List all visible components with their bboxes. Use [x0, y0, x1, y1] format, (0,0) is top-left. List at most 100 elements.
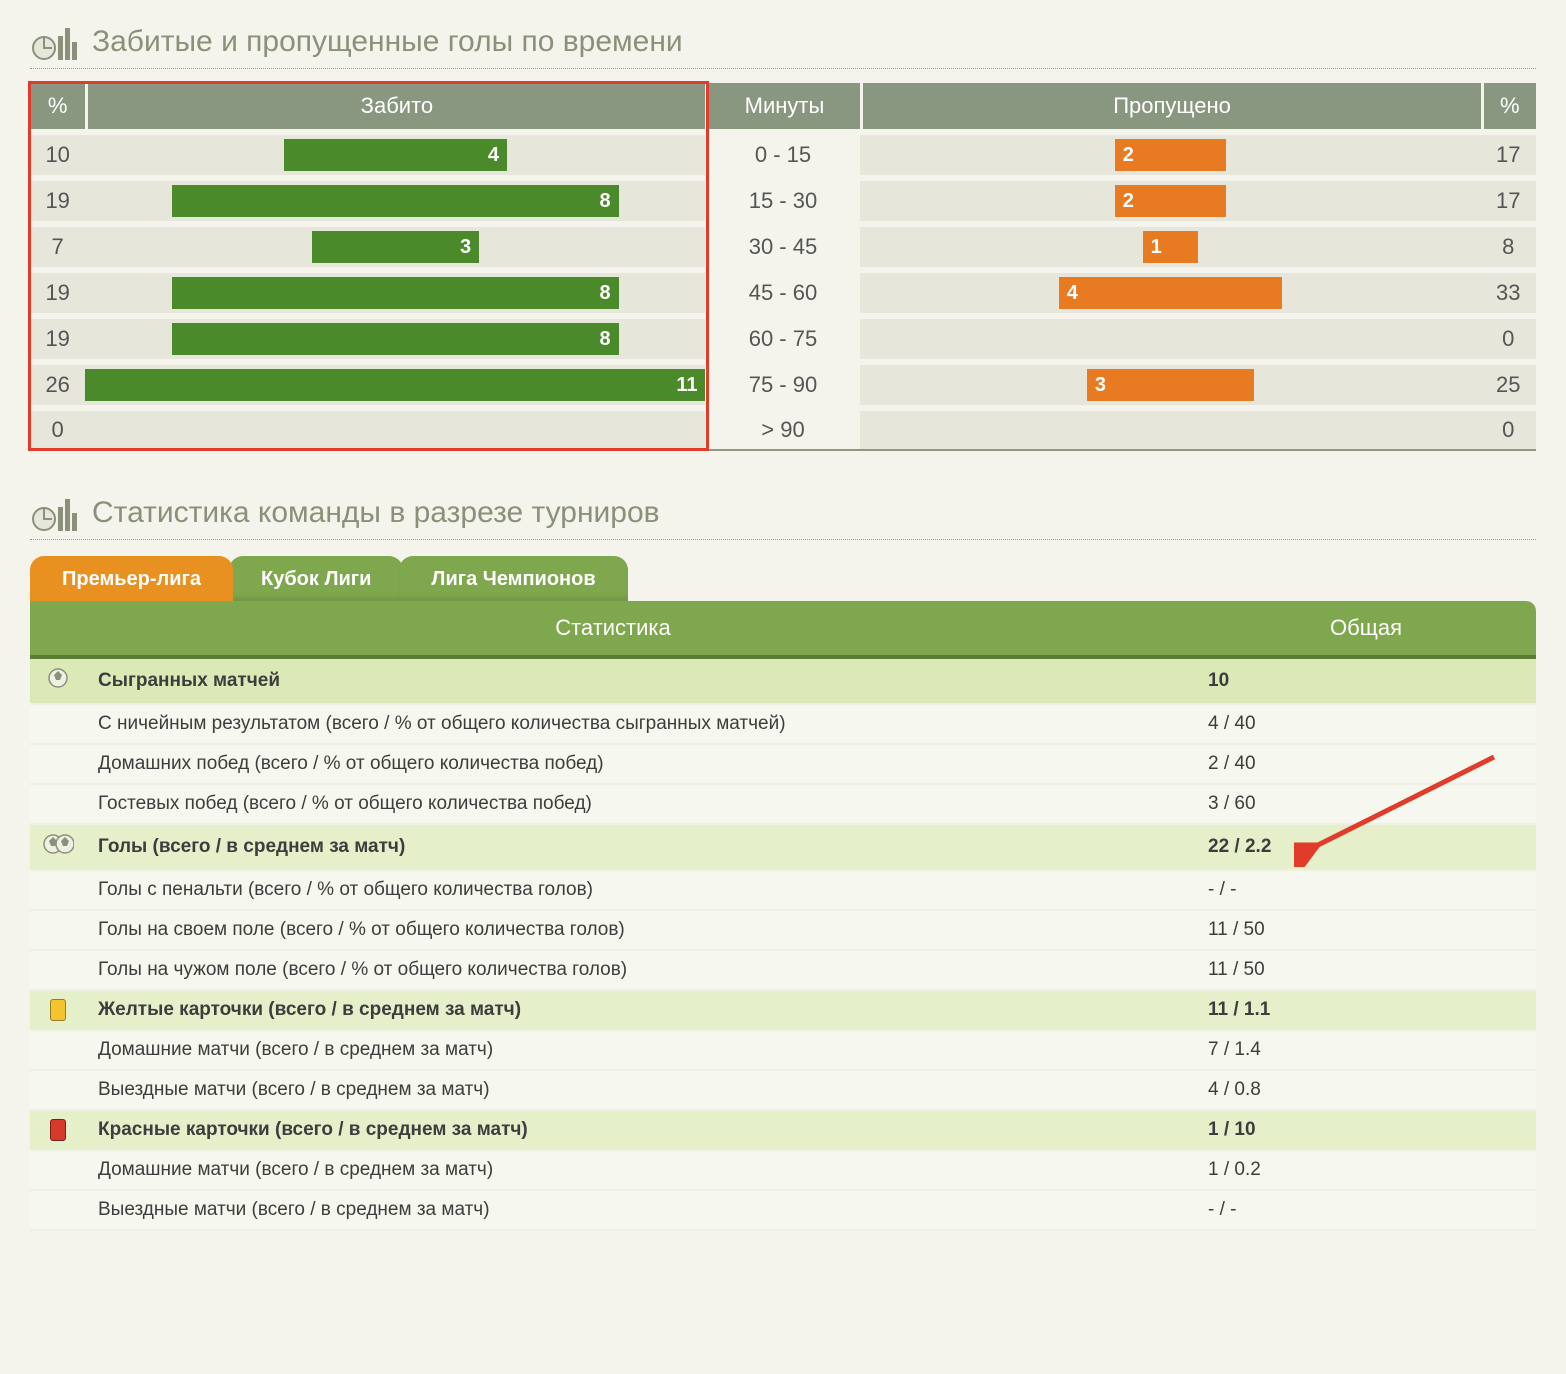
section-icon: [30, 20, 78, 64]
stats-value: 3 / 60: [1196, 784, 1536, 824]
minutes-cell: 0 - 15: [705, 129, 860, 175]
section-icon: [30, 491, 78, 535]
stats-col-total: Общая: [1196, 601, 1536, 655]
row-icon-cell: [30, 910, 86, 950]
stats-row: Домашние матчи (всего / в среднем за мат…: [30, 1150, 1536, 1190]
scored-pct-cell: 0: [30, 405, 85, 449]
minutes-cell: > 90: [705, 405, 860, 449]
stats-value: 7 / 1.4: [1196, 1030, 1536, 1070]
conceded-bar: 3: [1087, 369, 1254, 401]
stats-label: С ничейным результатом (всего / % от общ…: [86, 704, 1196, 744]
ball-icon: [47, 667, 69, 689]
scored-pct-cell: 10: [30, 129, 85, 175]
col-conceded-pct: %: [1481, 83, 1536, 129]
stats-value: 1 / 0.2: [1196, 1150, 1536, 1190]
goals-row: 19845 - 60433: [30, 267, 1536, 313]
scored-bar: 4: [284, 139, 507, 171]
conceded-bar-cell: 2: [860, 129, 1480, 175]
stats-header-bar: Статистика Общая: [30, 601, 1536, 659]
stats-label: Сыгранных матчей: [86, 659, 1196, 704]
stats-row: Гостевых побед (всего / % от общего коли…: [30, 784, 1536, 824]
tab-лига-чемпионов[interactable]: Лига Чемпионов: [399, 556, 627, 601]
stats-label: Домашние матчи (всего / в среднем за мат…: [86, 1150, 1196, 1190]
scored-pct-cell: 19: [30, 175, 85, 221]
col-conceded: Пропущено: [860, 83, 1480, 129]
row-icon-cell: [30, 1190, 86, 1230]
stats-row: Выездные матчи (всего / в среднем за мат…: [30, 1070, 1536, 1110]
scored-bar-cell: 8: [85, 313, 705, 359]
col-minutes: Минуты: [705, 83, 860, 129]
section1-title: Забитые и пропущенные голы по времени: [92, 25, 683, 59]
stats-row: С ничейным результатом (всего / % от общ…: [30, 704, 1536, 744]
conceded-bar-cell: 3: [860, 359, 1480, 405]
scored-pct-cell: 26: [30, 359, 85, 405]
stats-row: Голы на своем поле (всего / % от общего …: [30, 910, 1536, 950]
goals-row: 19860 - 750: [30, 313, 1536, 359]
row-icon-cell: [30, 784, 86, 824]
conceded-pct-cell: 8: [1481, 221, 1536, 267]
stats-value: 1 / 10: [1196, 1110, 1536, 1150]
conceded-bar: 2: [1115, 185, 1227, 217]
section1-header: Забитые и пропущенные голы по времени: [30, 20, 1536, 69]
col-scored: Забито: [85, 83, 705, 129]
row-icon-cell: [30, 870, 86, 910]
section2-title: Статистика команды в разрезе турниров: [92, 496, 660, 530]
scored-bar-cell: 8: [85, 175, 705, 221]
scored-bar: 8: [172, 323, 618, 355]
tab-премьер-лига[interactable]: Премьер-лига: [30, 556, 233, 601]
conceded-bar: 1: [1143, 231, 1199, 263]
ball-icon: [42, 833, 74, 855]
stats-value: - / -: [1196, 870, 1536, 910]
row-icon-cell: [30, 950, 86, 990]
stats-label: Красные карточки (всего / в среднем за м…: [86, 1110, 1196, 1150]
scored-bar: 8: [172, 277, 618, 309]
row-icon-cell: [30, 744, 86, 784]
stats-value: 11 / 50: [1196, 910, 1536, 950]
stats-row: Голы (всего / в среднем за матч)22 / 2.2: [30, 824, 1536, 870]
stats-label: Голы с пенальти (всего / % от общего кол…: [86, 870, 1196, 910]
stats-label: Голы на чужом поле (всего / % от общего …: [86, 950, 1196, 990]
row-icon-cell: [30, 824, 86, 870]
tournament-tabs: Премьер-лигаКубок ЛигиЛига Чемпионов: [30, 556, 1536, 601]
goals-table-wrapper: % Забито Минуты Пропущено % 1040 - 15217…: [30, 83, 1536, 451]
conceded-pct-cell: 33: [1481, 267, 1536, 313]
conceded-pct-cell: 17: [1481, 129, 1536, 175]
conceded-bar-cell: [860, 405, 1480, 449]
goals-row: 19 8 15 - 30 2 17: [30, 175, 1536, 221]
conceded-bar-cell: [860, 313, 1480, 359]
conceded-pct-cell: 0: [1481, 313, 1536, 359]
red-card-icon: [50, 1119, 66, 1141]
conceded-bar-cell: 1: [860, 221, 1480, 267]
conceded-pct-cell: 25: [1481, 359, 1536, 405]
scored-bar: 8: [172, 185, 618, 217]
tab-кубок-лиги[interactable]: Кубок Лиги: [229, 556, 403, 601]
conceded-bar-cell: 4: [860, 267, 1480, 313]
stats-label: Домашних побед (всего / % от общего коли…: [86, 744, 1196, 784]
minutes-cell: 15 - 30: [705, 175, 860, 221]
stats-row: Красные карточки (всего / в среднем за м…: [30, 1110, 1536, 1150]
minutes-cell: 30 - 45: [705, 221, 860, 267]
goals-row: 7330 - 4518: [30, 221, 1536, 267]
scored-bar-cell: 4: [85, 129, 705, 175]
row-icon-cell: [30, 659, 86, 704]
scored-pct-cell: 19: [30, 267, 85, 313]
stats-value: 11 / 50: [1196, 950, 1536, 990]
stats-row: Выездные матчи (всего / в среднем за мат…: [30, 1190, 1536, 1230]
stats-label: Домашние матчи (всего / в среднем за мат…: [86, 1030, 1196, 1070]
stats-row: Желтые карточки (всего / в среднем за ма…: [30, 990, 1536, 1030]
row-icon-cell: [30, 1030, 86, 1070]
minutes-cell: 75 - 90: [705, 359, 860, 405]
conceded-bar: 2: [1115, 139, 1227, 171]
stats-value: 11 / 1.1: [1196, 990, 1536, 1030]
section2-header: Статистика команды в разрезе турниров: [30, 491, 1536, 540]
scored-bar-cell: [85, 405, 705, 449]
stats-label: Желтые карточки (всего / в среднем за ма…: [86, 990, 1196, 1030]
row-icon-cell: [30, 704, 86, 744]
stats-value: - / -: [1196, 1190, 1536, 1230]
stats-value: 4 / 0.8: [1196, 1070, 1536, 1110]
minutes-cell: 60 - 75: [705, 313, 860, 359]
stats-row: Сыгранных матчей10: [30, 659, 1536, 704]
stats-row: Голы с пенальти (всего / % от общего кол…: [30, 870, 1536, 910]
conceded-pct-cell: 17: [1481, 175, 1536, 221]
stats-label: Гостевых побед (всего / % от общего коли…: [86, 784, 1196, 824]
